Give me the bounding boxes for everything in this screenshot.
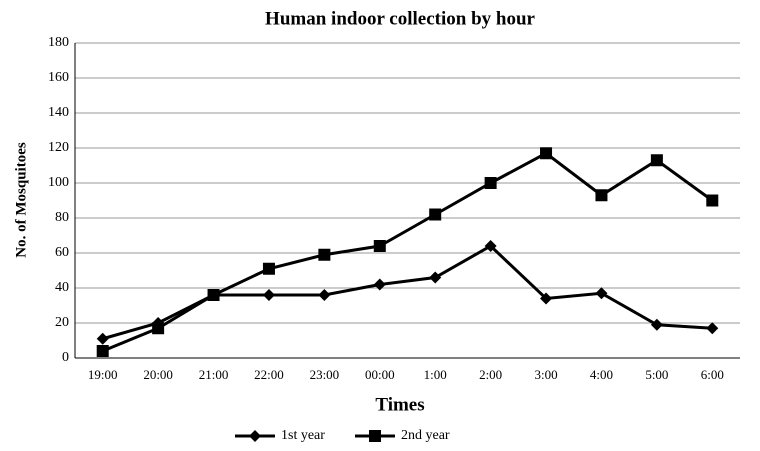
y-tick-label: 160 — [48, 70, 69, 85]
y-tick-label: 20 — [55, 315, 69, 330]
point — [650, 318, 663, 331]
point — [96, 332, 109, 345]
x-tick-label: 5:00 — [645, 367, 668, 382]
point — [650, 154, 663, 167]
legend-label: 1st year — [281, 428, 325, 443]
point — [540, 147, 553, 160]
x-tick-label: 22:00 — [254, 367, 284, 382]
y-tick-label: 80 — [55, 210, 69, 225]
x-tick-label: 6:00 — [701, 367, 724, 382]
point — [207, 289, 220, 301]
y-tick-label: 60 — [55, 245, 69, 260]
point — [595, 287, 608, 300]
x-tick-label: 3:00 — [534, 367, 557, 382]
point — [262, 262, 275, 275]
point — [540, 292, 553, 305]
point — [262, 289, 275, 301]
x-tick-label: 2:00 — [479, 367, 502, 382]
point — [429, 208, 442, 221]
point — [369, 430, 381, 442]
x-axis-label: Times — [375, 394, 424, 415]
point — [318, 248, 331, 261]
x-tick-label: 21:00 — [199, 367, 229, 382]
x-tick-label: 4:00 — [590, 367, 613, 382]
y-tick-label: 140 — [48, 105, 69, 120]
point — [484, 240, 497, 252]
y-tick-label: 120 — [48, 140, 69, 155]
point — [706, 194, 719, 207]
point — [152, 322, 165, 335]
x-tick-label: 19:00 — [88, 367, 118, 382]
point — [706, 322, 719, 335]
point — [429, 271, 442, 284]
point — [595, 189, 608, 202]
y-tick-label: 180 — [48, 35, 69, 50]
series-line — [102, 151, 714, 353]
point — [318, 289, 331, 301]
x-tick-label: 20:00 — [143, 367, 173, 382]
point — [484, 177, 497, 189]
chart-title: Human indoor collection by hour — [265, 8, 535, 29]
point — [96, 345, 109, 357]
point — [373, 240, 386, 252]
y-tick-label: 0 — [62, 350, 69, 365]
series-line — [102, 244, 713, 341]
y-tick-label: 100 — [48, 175, 69, 190]
y-axis-label: No. of Mosquitoes — [13, 142, 29, 258]
legend-label: 2nd year — [401, 428, 450, 443]
x-tick-label: 1:00 — [424, 367, 447, 382]
y-tick-label: 40 — [55, 280, 69, 295]
x-tick-label: 00:00 — [365, 367, 395, 382]
point — [249, 430, 261, 442]
point — [373, 278, 386, 291]
x-tick-label: 23:00 — [310, 367, 340, 382]
